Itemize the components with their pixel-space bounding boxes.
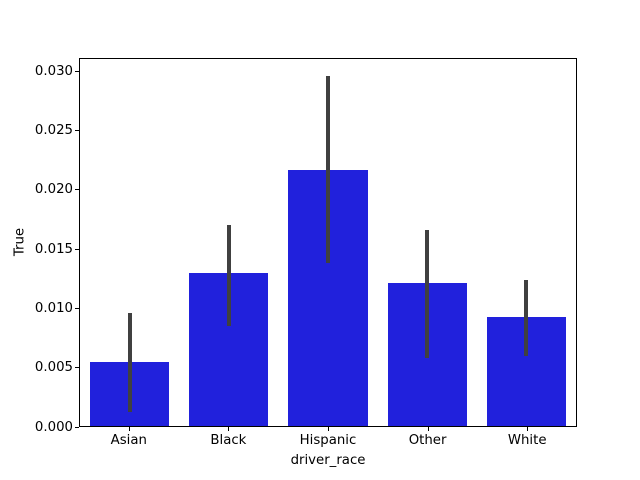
x-tick-label-asian: Asian <box>110 433 147 448</box>
y-tick-label: 0.015 <box>34 241 73 257</box>
y-tick-mark <box>75 367 79 369</box>
error-bar-white <box>524 279 529 357</box>
y-tick-label: 0.005 <box>34 360 73 376</box>
y-tick-mark <box>75 426 79 428</box>
x-tick-label-white: White <box>507 433 547 448</box>
y-tick-mark <box>75 70 79 72</box>
y-tick-mark <box>75 307 79 309</box>
y-tick-label: 0.000 <box>34 419 73 435</box>
y-tick-mark <box>75 129 79 131</box>
y-tick-label: 0.030 <box>34 63 73 79</box>
x-tick-mark <box>128 427 130 431</box>
x-tick-label-other: Other <box>408 433 447 448</box>
x-tick-label-black: Black <box>210 433 247 448</box>
error-bar-other <box>425 230 430 358</box>
bars-layer <box>80 59 576 426</box>
x-tick-label-hispanic: Hispanic <box>299 433 357 448</box>
x-tick-mark <box>527 427 529 431</box>
x-axis-label: driver_race <box>290 453 366 468</box>
plot-area <box>79 58 577 427</box>
x-tick-mark <box>328 427 329 431</box>
y-tick-label: 0.010 <box>34 300 73 316</box>
error-bar-asian <box>127 312 132 412</box>
y-tick-label: 0.020 <box>34 182 73 198</box>
error-bar-hispanic <box>326 75 330 264</box>
y-tick-mark <box>75 189 79 191</box>
x-tick-mark <box>228 427 230 431</box>
error-bar-black <box>226 225 231 326</box>
y-tick-mark <box>75 248 79 250</box>
y-tick-label: 0.025 <box>34 122 73 138</box>
x-tick-mark <box>427 427 429 431</box>
